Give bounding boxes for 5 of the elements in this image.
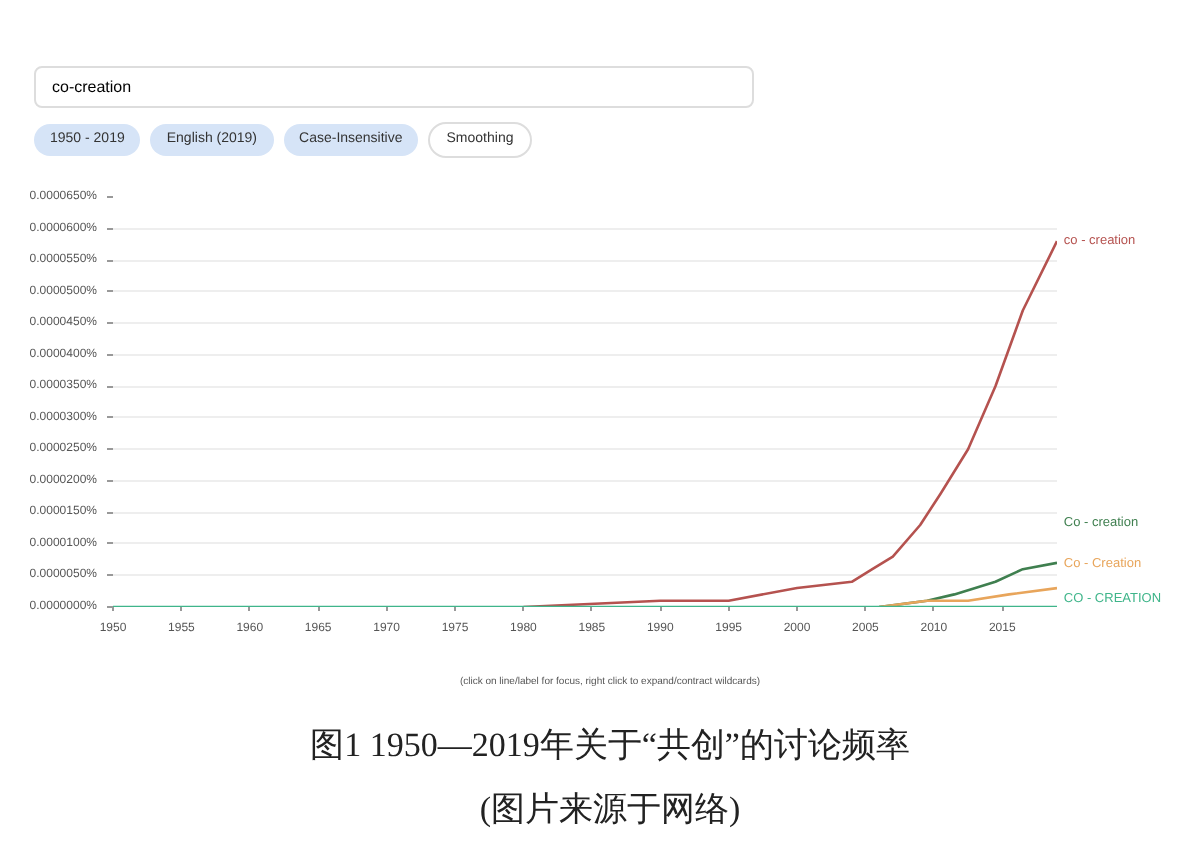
line-series [522,239,1057,607]
text: (图片来源于网络) [477,788,743,832]
text: co-creation [34,66,754,109]
line-series [877,586,1057,607]
text: 图1 1950—2019年关于“共创”的讨论频率 [308,724,912,768]
